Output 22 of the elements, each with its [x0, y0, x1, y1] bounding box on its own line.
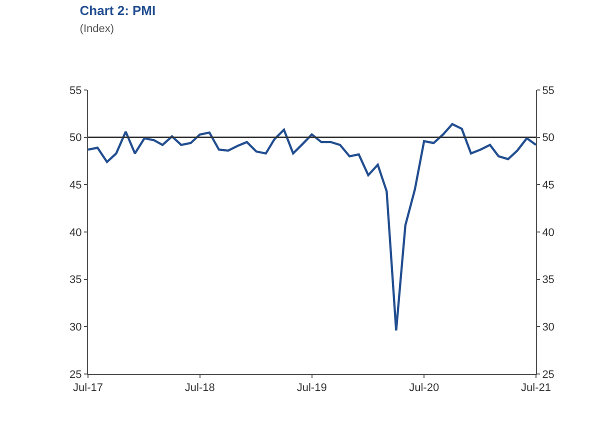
- x-tick-label: Jul-20: [409, 382, 440, 394]
- y-tick-label: 55: [70, 84, 82, 97]
- x-tick-label: Jul-17: [73, 382, 103, 394]
- y2-tick-label: 50: [542, 132, 554, 144]
- line-series: [88, 122, 536, 332]
- y2-tick-label: 55: [542, 84, 554, 97]
- y2-tick-label: 25: [542, 368, 554, 381]
- y2-tick-label: 40: [542, 226, 554, 239]
- x-tick-label: Jul-18: [184, 382, 215, 394]
- y2-tick-label: 35: [542, 274, 554, 286]
- y2-tick-label: 30: [542, 322, 554, 334]
- x-tick-label: Jul-21: [521, 382, 551, 394]
- y2-tick-label: 45: [542, 180, 554, 192]
- y-tick-label: 25: [70, 368, 82, 381]
- y-tick-label: 40: [70, 226, 82, 239]
- y-tick-label: 35: [70, 274, 82, 286]
- y-tick-label: 30: [70, 322, 82, 334]
- x-tick-label: Jul-19: [296, 382, 327, 394]
- y-tick-label: 45: [70, 180, 82, 192]
- chart-title: Chart 2: PMI: [80, 2, 156, 18]
- y-tick-label: 50: [70, 132, 82, 144]
- chart-subtitle: (Index): [80, 22, 114, 35]
